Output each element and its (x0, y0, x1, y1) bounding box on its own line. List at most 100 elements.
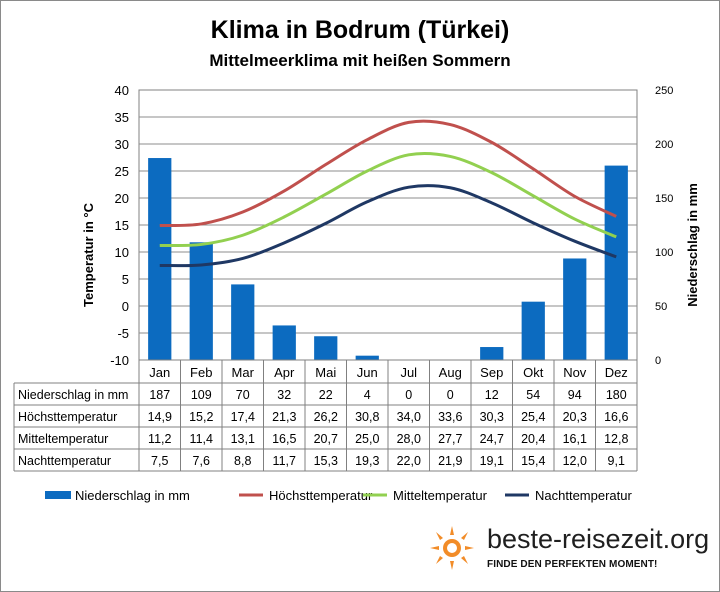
table-cell: 19,1 (480, 454, 504, 468)
table-cell: 70 (236, 388, 250, 402)
table-cell: 7,6 (193, 454, 210, 468)
table-cell: 28,0 (397, 432, 421, 446)
table-cell: 16,6 (604, 410, 628, 424)
table-cell: 13,1 (231, 432, 255, 446)
table-cell: 21,9 (438, 454, 462, 468)
x-tick-label: Dez (605, 365, 628, 380)
table-cell: 0 (405, 388, 412, 402)
table-row-header: Höchsttemperatur (18, 410, 117, 424)
table-cell: 180 (606, 388, 627, 402)
y2-tick-label: 200 (655, 139, 673, 151)
max-temp-line (159, 119, 617, 228)
table-cell: 54 (526, 388, 540, 402)
table-cell: 20,3 (563, 410, 587, 424)
x-tick-label: Mai (315, 365, 336, 380)
precipitation-bar (189, 242, 213, 360)
y2-tick-label: 50 (655, 301, 667, 313)
y-tick-label: -5 (117, 326, 129, 341)
table-cell: 8,8 (234, 454, 251, 468)
table-cell: 16,5 (272, 432, 296, 446)
table-cell: 21,3 (272, 410, 296, 424)
table-cell: 16,1 (563, 432, 587, 446)
y-axis-title: Temperatur in °C (81, 202, 96, 307)
table-cell: 11,4 (190, 432, 213, 446)
table-cell: 30,3 (480, 410, 504, 424)
y2-tick-label: 100 (655, 247, 673, 259)
table-cell: 11,2 (148, 432, 171, 446)
precipitation-bar (521, 301, 545, 360)
y2-axis-title: Niederschlag in mm (685, 183, 700, 307)
brand-name: beste-reisezeit.org (487, 524, 710, 554)
y-tick-label: 10 (115, 245, 129, 260)
y-tick-label: 15 (115, 218, 129, 233)
table-cell: 34,0 (397, 410, 421, 424)
y2-tick-label: 150 (655, 193, 673, 205)
table-cell: 17,4 (231, 410, 255, 424)
precipitation-bar (563, 258, 587, 360)
table-cell: 7,5 (151, 454, 168, 468)
x-tick-label: Apr (274, 365, 295, 380)
legend-label: Nachttemperatur (535, 488, 632, 503)
x-tick-label: Jan (149, 365, 170, 380)
table-cell: 20,7 (314, 432, 338, 446)
y-tick-label: -10 (110, 353, 129, 368)
table-cell: 19,3 (355, 454, 379, 468)
x-tick-label: Feb (190, 365, 212, 380)
table-cell: 4 (364, 388, 371, 402)
precipitation-bar (231, 284, 255, 360)
table-cell: 22,0 (397, 454, 421, 468)
y-tick-label: 5 (122, 272, 129, 287)
x-tick-label: Okt (523, 365, 544, 380)
table-cell: 11,7 (273, 454, 296, 468)
legend-swatch-bar (45, 491, 71, 499)
table-cell: 15,2 (189, 410, 213, 424)
legend-label: Mitteltemperatur (393, 488, 488, 503)
table-row-header: Mitteltemperatur (18, 432, 108, 446)
x-tick-label: Nov (563, 365, 587, 380)
table-row-header: Nachttemperatur (18, 454, 111, 468)
y-tick-label: 40 (115, 83, 129, 98)
precipitation-bar (272, 325, 296, 360)
table-cell: 0 (447, 388, 454, 402)
table-cell: 12,0 (563, 454, 587, 468)
table-cell: 25,4 (521, 410, 545, 424)
y-tick-label: 35 (115, 110, 129, 125)
chart-subtitle: Mittelmeerklima mit heißen Sommern (209, 51, 511, 70)
y2-tick-label: 250 (655, 85, 673, 97)
table-cell: 94 (568, 388, 582, 402)
precipitation-bar (355, 355, 379, 360)
table-cell: 15,4 (521, 454, 545, 468)
precipitation-bar (604, 165, 628, 360)
table-cell: 30,8 (355, 410, 379, 424)
y-tick-label: 0 (122, 299, 129, 314)
y-tick-label: 25 (115, 164, 129, 179)
precipitation-bar (480, 347, 504, 360)
table-cell: 14,9 (148, 410, 172, 424)
table-cell: 9,1 (608, 454, 625, 468)
table-cell: 12 (485, 388, 499, 402)
legend-label: Niederschlag in mm (75, 488, 190, 503)
table-cell: 25,0 (355, 432, 379, 446)
chart-title: Klima in Bodrum (Türkei) (210, 16, 510, 44)
brand-tagline: FINDE DEN PERFEKTEN MOMENT! (487, 559, 658, 570)
x-tick-label: Jun (357, 365, 378, 380)
x-tick-label: Sep (480, 365, 503, 380)
mean-temp-line (159, 151, 617, 248)
y-tick-label: 20 (115, 191, 129, 206)
table-cell: 27,7 (438, 432, 462, 446)
legend-label: Höchsttemperatur (269, 488, 373, 503)
night-temp-line (159, 184, 617, 268)
y-tick-label: 30 (115, 137, 129, 152)
precipitation-bar (148, 158, 172, 360)
table-cell: 32 (277, 388, 291, 402)
table-cell: 22 (319, 388, 333, 402)
table-cell: 20,4 (521, 432, 545, 446)
table-cell: 187 (149, 388, 170, 402)
table-cell: 12,8 (604, 432, 628, 446)
table-cell: 109 (191, 388, 212, 402)
table-cell: 33,6 (438, 410, 462, 424)
table-cell: 15,3 (314, 454, 338, 468)
x-tick-label: Mar (232, 365, 255, 380)
y2-tick-label: 0 (655, 355, 661, 367)
